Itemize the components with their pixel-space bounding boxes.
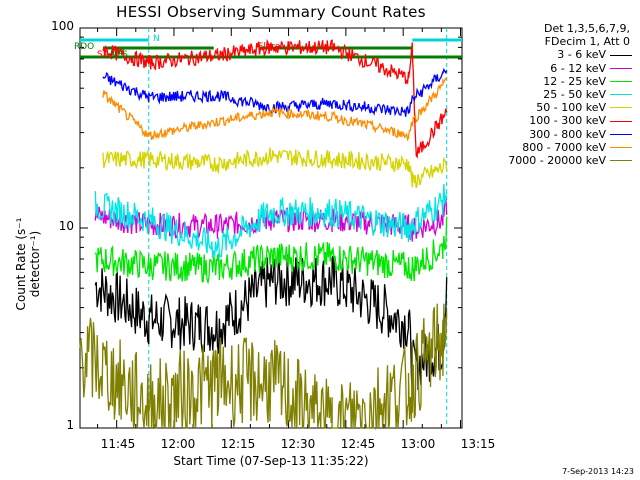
legend-entry-label: 3 - 6 keV (557, 48, 606, 62)
legend-entry: 800 - 7000 keV (470, 141, 632, 154)
x-tick-label: 11:45 (100, 437, 136, 451)
y-tick-label: 10 (58, 219, 74, 233)
chart-title: HESSI Observing Summary Count Rates (116, 3, 426, 21)
y-tick-label: 100 (51, 19, 74, 33)
legend-swatch (610, 107, 632, 109)
legend-swatch (610, 133, 632, 135)
legend-entry-label: 50 - 100 keV (536, 101, 606, 115)
flag-label-flare: Flare (258, 42, 281, 52)
legend: Det 1,3,5,6,7,9, FDecim 1, Att 0 3 - 6 k… (470, 22, 632, 167)
legend-entry-label: 12 - 25 keV (543, 74, 606, 88)
legend-entry: 50 - 100 keV (470, 101, 632, 114)
legend-entry: 100 - 300 keV (470, 114, 632, 127)
legend-swatch (610, 120, 632, 122)
x-tick-label: 12:30 (280, 437, 316, 451)
series-line-800-7000-kev (102, 77, 448, 142)
x-tick-label: 12:00 (160, 437, 196, 451)
legend-entry: 300 - 800 keV (470, 128, 632, 141)
x-tick-label: 13:00 (400, 437, 436, 451)
legend-entry: 25 - 50 keV (470, 88, 632, 101)
legend-entry: 6 - 12 keV (470, 62, 632, 75)
x-axis-label: Start Time (07-Sep-13 11:35:22) (173, 454, 369, 468)
legend-header-line: Det 1,3,5,6,7,9, (543, 22, 630, 35)
legend-swatch (610, 80, 632, 82)
x-tick-label: 12:45 (340, 437, 376, 451)
series-line-50-100-kev (102, 147, 448, 189)
legend-entry-label: 100 - 300 keV (529, 114, 606, 128)
y-axis-label: Count Rate (s⁻¹ detector⁻¹) (14, 217, 42, 311)
flag-label-nps: NPS (110, 50, 128, 60)
legend-entry-label: 7000 - 20000 keV (508, 154, 606, 168)
legend-entries: 3 - 6 keV 6 - 12 keV 12 - 25 keV 25 - 50 ke… (470, 48, 632, 167)
legend-entry: 3 - 6 keV (470, 48, 632, 61)
legend-header-line: FDecim 1, Att 0 (544, 35, 630, 49)
x-tick-label: 13:15 (460, 437, 496, 451)
timestamp: 7-Sep-2013 14:23 (562, 467, 634, 476)
legend-entry-label: 25 - 50 keV (543, 88, 606, 102)
legend-swatch (610, 67, 632, 69)
legend-entry-label: 6 - 12 keV (550, 61, 606, 75)
flag-label-n: N (153, 34, 160, 44)
series-line-25-50-kev (94, 183, 448, 259)
legend-entry: 7000 - 20000 keV (470, 154, 632, 167)
flag-label-rdo: RDO (74, 42, 95, 52)
legend-entry-label: 800 - 7000 keV (522, 140, 606, 154)
y-tick-label: 1 (66, 418, 74, 432)
legend-swatch (610, 94, 632, 96)
series-line-3-6-kev (94, 252, 448, 396)
legend-swatch (610, 160, 632, 162)
series-line-12-25-kev (94, 216, 448, 285)
legend-swatch (610, 54, 632, 56)
series-line-100-300-kev (102, 38, 448, 159)
legend-entry-label: 300 - 800 keV (529, 127, 606, 141)
flag-label-saa: SAA (97, 50, 116, 60)
x-tick-label: 12:15 (220, 437, 256, 451)
legend-swatch (610, 146, 632, 148)
legend-entry: 12 - 25 keV (470, 75, 632, 88)
series-line-7000-20000-kev (79, 303, 448, 431)
